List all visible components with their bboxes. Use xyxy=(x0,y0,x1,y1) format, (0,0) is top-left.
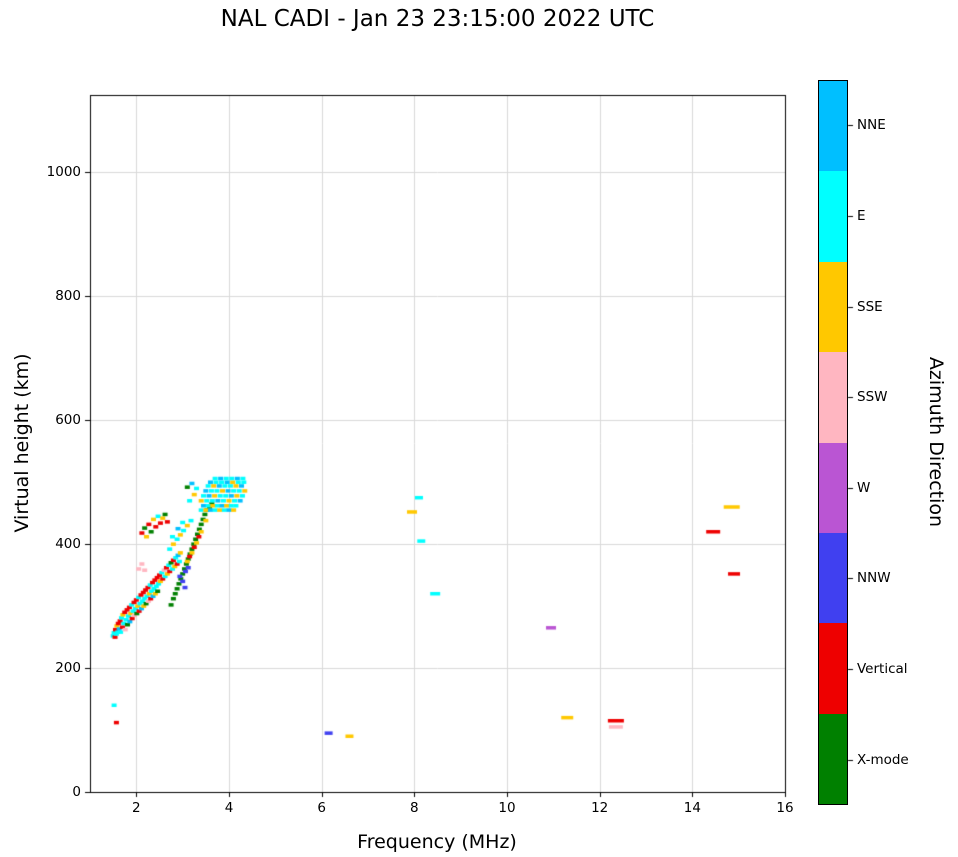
y-axis-label: Virtual height (km) xyxy=(11,353,33,533)
x-tick-label: 14 xyxy=(683,800,701,816)
colorbar-segment-ssw xyxy=(819,352,847,443)
x-tick-label: 16 xyxy=(776,800,794,816)
colorbar-title: Azimuth Direction xyxy=(925,356,947,528)
x-tick-label: 8 xyxy=(410,800,419,816)
x-tick-label: 10 xyxy=(498,800,516,816)
colorbar-label-ssw: SSW xyxy=(857,389,888,406)
y-tick-label: 200 xyxy=(55,660,81,677)
colorbar-segment-x-mode xyxy=(819,713,847,804)
x-tick-label: 6 xyxy=(317,800,326,816)
x-tick-label: 12 xyxy=(591,800,609,816)
colorbar-segment-sse xyxy=(819,261,847,353)
colorbar-segment-nnw xyxy=(819,532,847,624)
azimuth-colorbar xyxy=(818,80,848,805)
colorbar-segment-nne xyxy=(819,81,847,172)
y-tick-label: 800 xyxy=(55,288,81,305)
colorbar-label-sse: SSE xyxy=(857,298,883,315)
x-axis-label: Frequency (MHz) xyxy=(357,831,517,853)
colorbar-segment-vertical xyxy=(819,623,847,714)
colorbar-label-x-mode: X-mode xyxy=(857,751,909,768)
y-tick-label: 400 xyxy=(55,536,81,553)
colorbar-segment-e xyxy=(819,171,847,262)
colorbar-label-w: W xyxy=(857,479,871,496)
y-tick-label: 0 xyxy=(72,784,81,800)
colorbar-label-nne: NNE xyxy=(857,117,886,134)
y-tick-label: 600 xyxy=(55,412,81,429)
colorbar-label-nnw: NNW xyxy=(857,570,891,587)
x-tick-label: 2 xyxy=(132,800,141,816)
colorbar-label-e: E xyxy=(857,207,866,224)
colorbar-label-vertical: Vertical xyxy=(857,661,908,678)
y-tick-label: 1000 xyxy=(46,164,81,181)
x-tick-label: 4 xyxy=(224,800,234,816)
colorbar-segment-w xyxy=(819,442,847,533)
